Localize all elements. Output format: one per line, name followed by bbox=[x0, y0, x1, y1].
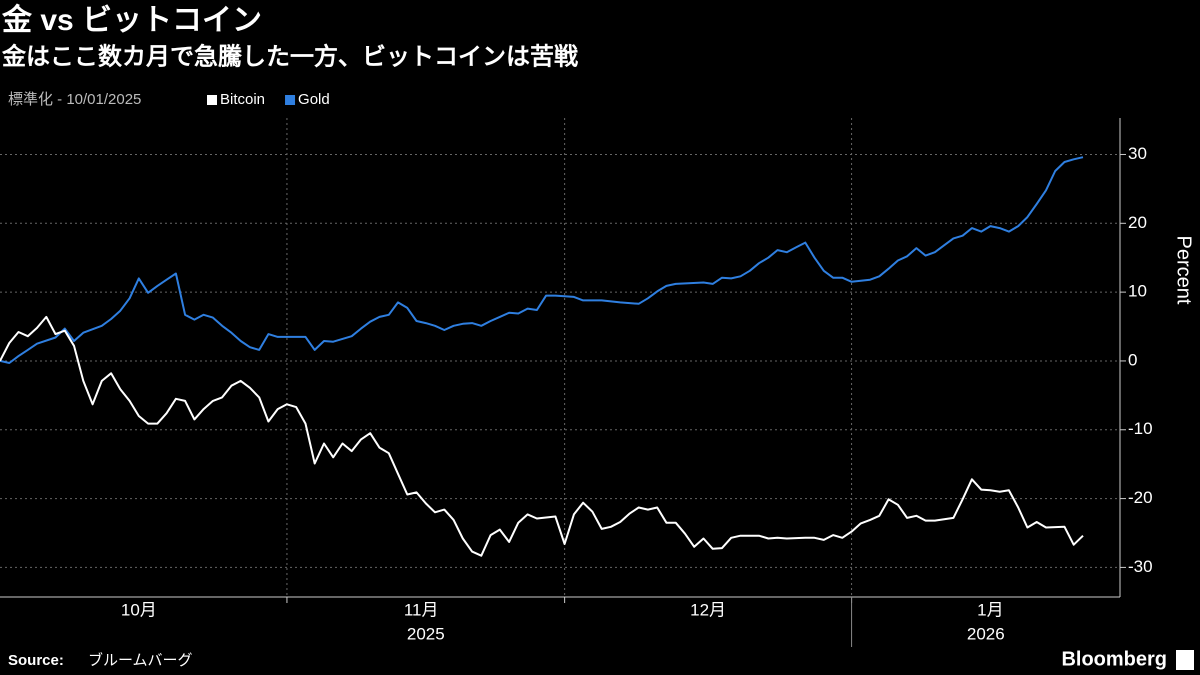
x-year-label: 2026 bbox=[967, 624, 1005, 643]
chart-subtitle: 金はここ数カ月で急騰した一方、ビットコインは苦戦 bbox=[1, 42, 578, 70]
y-tick-label: 20 bbox=[1128, 213, 1147, 232]
x-year-label: 2025 bbox=[407, 624, 445, 643]
series-line bbox=[0, 156, 1084, 364]
y-tick-label: 0 bbox=[1128, 350, 1137, 369]
legend-label: Bitcoin bbox=[220, 91, 265, 108]
legend-swatch bbox=[285, 95, 296, 105]
brand-icon bbox=[1176, 650, 1194, 670]
y-tick-label: 10 bbox=[1128, 282, 1147, 301]
legend-swatch bbox=[207, 95, 217, 105]
source: ブルームバーグ bbox=[88, 651, 193, 669]
series-line bbox=[0, 315, 1084, 557]
x-tick-label: 10月 bbox=[121, 600, 157, 619]
y-tick-label: -30 bbox=[1128, 557, 1153, 576]
y-axis-title: Percent bbox=[1173, 236, 1195, 305]
y-tick-label: -20 bbox=[1128, 488, 1153, 507]
legend-title: 標準化 - 10/01/2025 bbox=[8, 91, 141, 108]
x-tick-label: 1月 bbox=[977, 600, 1003, 619]
legend-label: Gold bbox=[298, 91, 330, 108]
x-tick-label: 11月 bbox=[404, 600, 439, 619]
y-tick-label: 30 bbox=[1128, 144, 1147, 163]
x-tick-label: 12月 bbox=[690, 600, 726, 619]
source-label: Source: bbox=[8, 652, 64, 669]
brand: Bloomberg bbox=[1061, 648, 1167, 670]
y-tick-label: -10 bbox=[1128, 419, 1153, 438]
chart-title: 金 vs ビットコイン bbox=[1, 3, 262, 37]
